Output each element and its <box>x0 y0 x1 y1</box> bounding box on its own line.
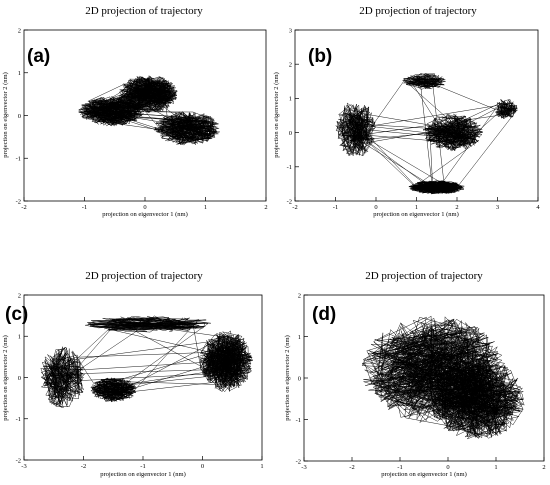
y-tick-label: -1 <box>287 164 292 171</box>
trajectory-lines <box>361 315 525 440</box>
x-tick-label: 4 <box>536 204 540 211</box>
y-tick-label: -1 <box>16 156 21 163</box>
y-tick-label: -1 <box>296 417 301 424</box>
trajectory-series-line <box>335 72 518 195</box>
y-tick-label: 0 <box>298 375 301 382</box>
y-tick-label: 3 <box>289 27 292 34</box>
panel-c: 2D projection of trajectory -3 -2 -1 0 1-2-1… <box>2 270 264 478</box>
x-tick-label: 1 <box>415 204 418 211</box>
panel-b: 2D projection of trajectory -2 -1 0 1 2 3 4-2-… <box>273 5 540 218</box>
y-tick-label: 2 <box>289 62 292 69</box>
y-tick-label: 2 <box>298 292 301 299</box>
panel-a: 2D projection of trajectory -2 -1 0 1 2 -2 -1 0… <box>2 5 268 218</box>
panel-label: (b) <box>308 46 332 67</box>
x-axis-label: projection on eigenvector 1 (nm) <box>381 471 467 478</box>
trajectory-series-line <box>40 315 254 409</box>
axis-ticks: -2 -1 0 1 2 3 4 -2 -1 0 1 2 3 <box>287 27 541 211</box>
panel-label: (d) <box>312 304 336 325</box>
x-tick-label: 3 <box>496 204 499 211</box>
x-tick-label: -3 <box>301 464 306 471</box>
y-tick-label: 2 <box>18 292 21 299</box>
x-tick-label: -2 <box>21 204 26 211</box>
x-tick-label: -2 <box>349 464 354 471</box>
plot-frame <box>23 29 267 202</box>
x-tick-label: 2 <box>264 204 267 211</box>
y-axis-label: projection on eigenvector 2 (nm) <box>2 335 9 421</box>
x-tick-label: -2 <box>81 463 86 470</box>
x-tick-label: 2 <box>455 204 458 211</box>
y-axis-label: projection on eigenvector 2 (nm) <box>284 335 291 421</box>
y-tick-label: 0 <box>289 130 292 137</box>
panel-title: 2D projection of trajectory <box>365 270 483 282</box>
y-tick-label: -2 <box>296 458 301 465</box>
x-tick-label: 1 <box>204 204 207 211</box>
trajectory-lines <box>78 75 220 146</box>
axis-ticks: -2 -1 0 1 2 -2 -1 0 1 2 <box>16 27 268 211</box>
y-tick-label: 1 <box>18 334 21 341</box>
y-tick-label: -2 <box>16 457 21 464</box>
x-axis-label: projection on eigenvector 1 (nm) <box>100 471 186 478</box>
x-tick-label: -1 <box>397 464 402 471</box>
panel-label: (a) <box>27 46 50 67</box>
y-tick-label: -2 <box>287 198 292 205</box>
x-tick-label: -1 <box>333 204 338 211</box>
y-tick-label: 0 <box>18 113 21 120</box>
y-tick-label: 1 <box>18 70 21 77</box>
panel-title: 2D projection of trajectory <box>85 270 203 282</box>
y-tick-label: 0 <box>18 375 21 382</box>
x-tick-label: -1 <box>82 204 87 211</box>
panel-title: 2D projection of trajectory <box>85 5 203 17</box>
trajectory-lines <box>40 315 254 409</box>
x-tick-label: 0 <box>374 204 377 211</box>
x-tick-label: -1 <box>140 463 145 470</box>
x-tick-label: -2 <box>292 204 297 211</box>
x-tick-label: 0 <box>446 464 449 471</box>
y-axis-label: projection on eigenvector 2 (nm) <box>273 72 280 158</box>
y-tick-label: -1 <box>16 416 21 423</box>
panel-label: (c) <box>5 304 28 325</box>
x-tick-label: 0 <box>143 204 146 211</box>
trajectory-lines <box>335 72 518 195</box>
x-tick-label: 2 <box>542 464 545 471</box>
panel-d: 2D projection of trajectory -3 -2 -1 0 1 2-2-… <box>284 270 546 478</box>
panel-title: 2D projection of trajectory <box>359 5 477 17</box>
x-tick-label: 1 <box>260 463 263 470</box>
x-tick-label: 1 <box>494 464 497 471</box>
x-tick-label: -3 <box>21 463 26 470</box>
y-tick-label: 1 <box>298 334 301 341</box>
trajectory-series-line <box>78 75 220 146</box>
x-tick-label: 0 <box>201 463 204 470</box>
y-tick-label: 1 <box>289 96 292 103</box>
trajectory-series-line <box>361 315 525 440</box>
y-tick-label: -2 <box>16 198 21 205</box>
x-axis-label: projection on eigenvector 1 (nm) <box>102 211 188 218</box>
y-tick-label: 2 <box>18 27 21 34</box>
x-axis-label: projection on eigenvector 1 (nm) <box>373 211 459 218</box>
y-axis-label: projection on eigenvector 2 (nm) <box>2 72 9 158</box>
